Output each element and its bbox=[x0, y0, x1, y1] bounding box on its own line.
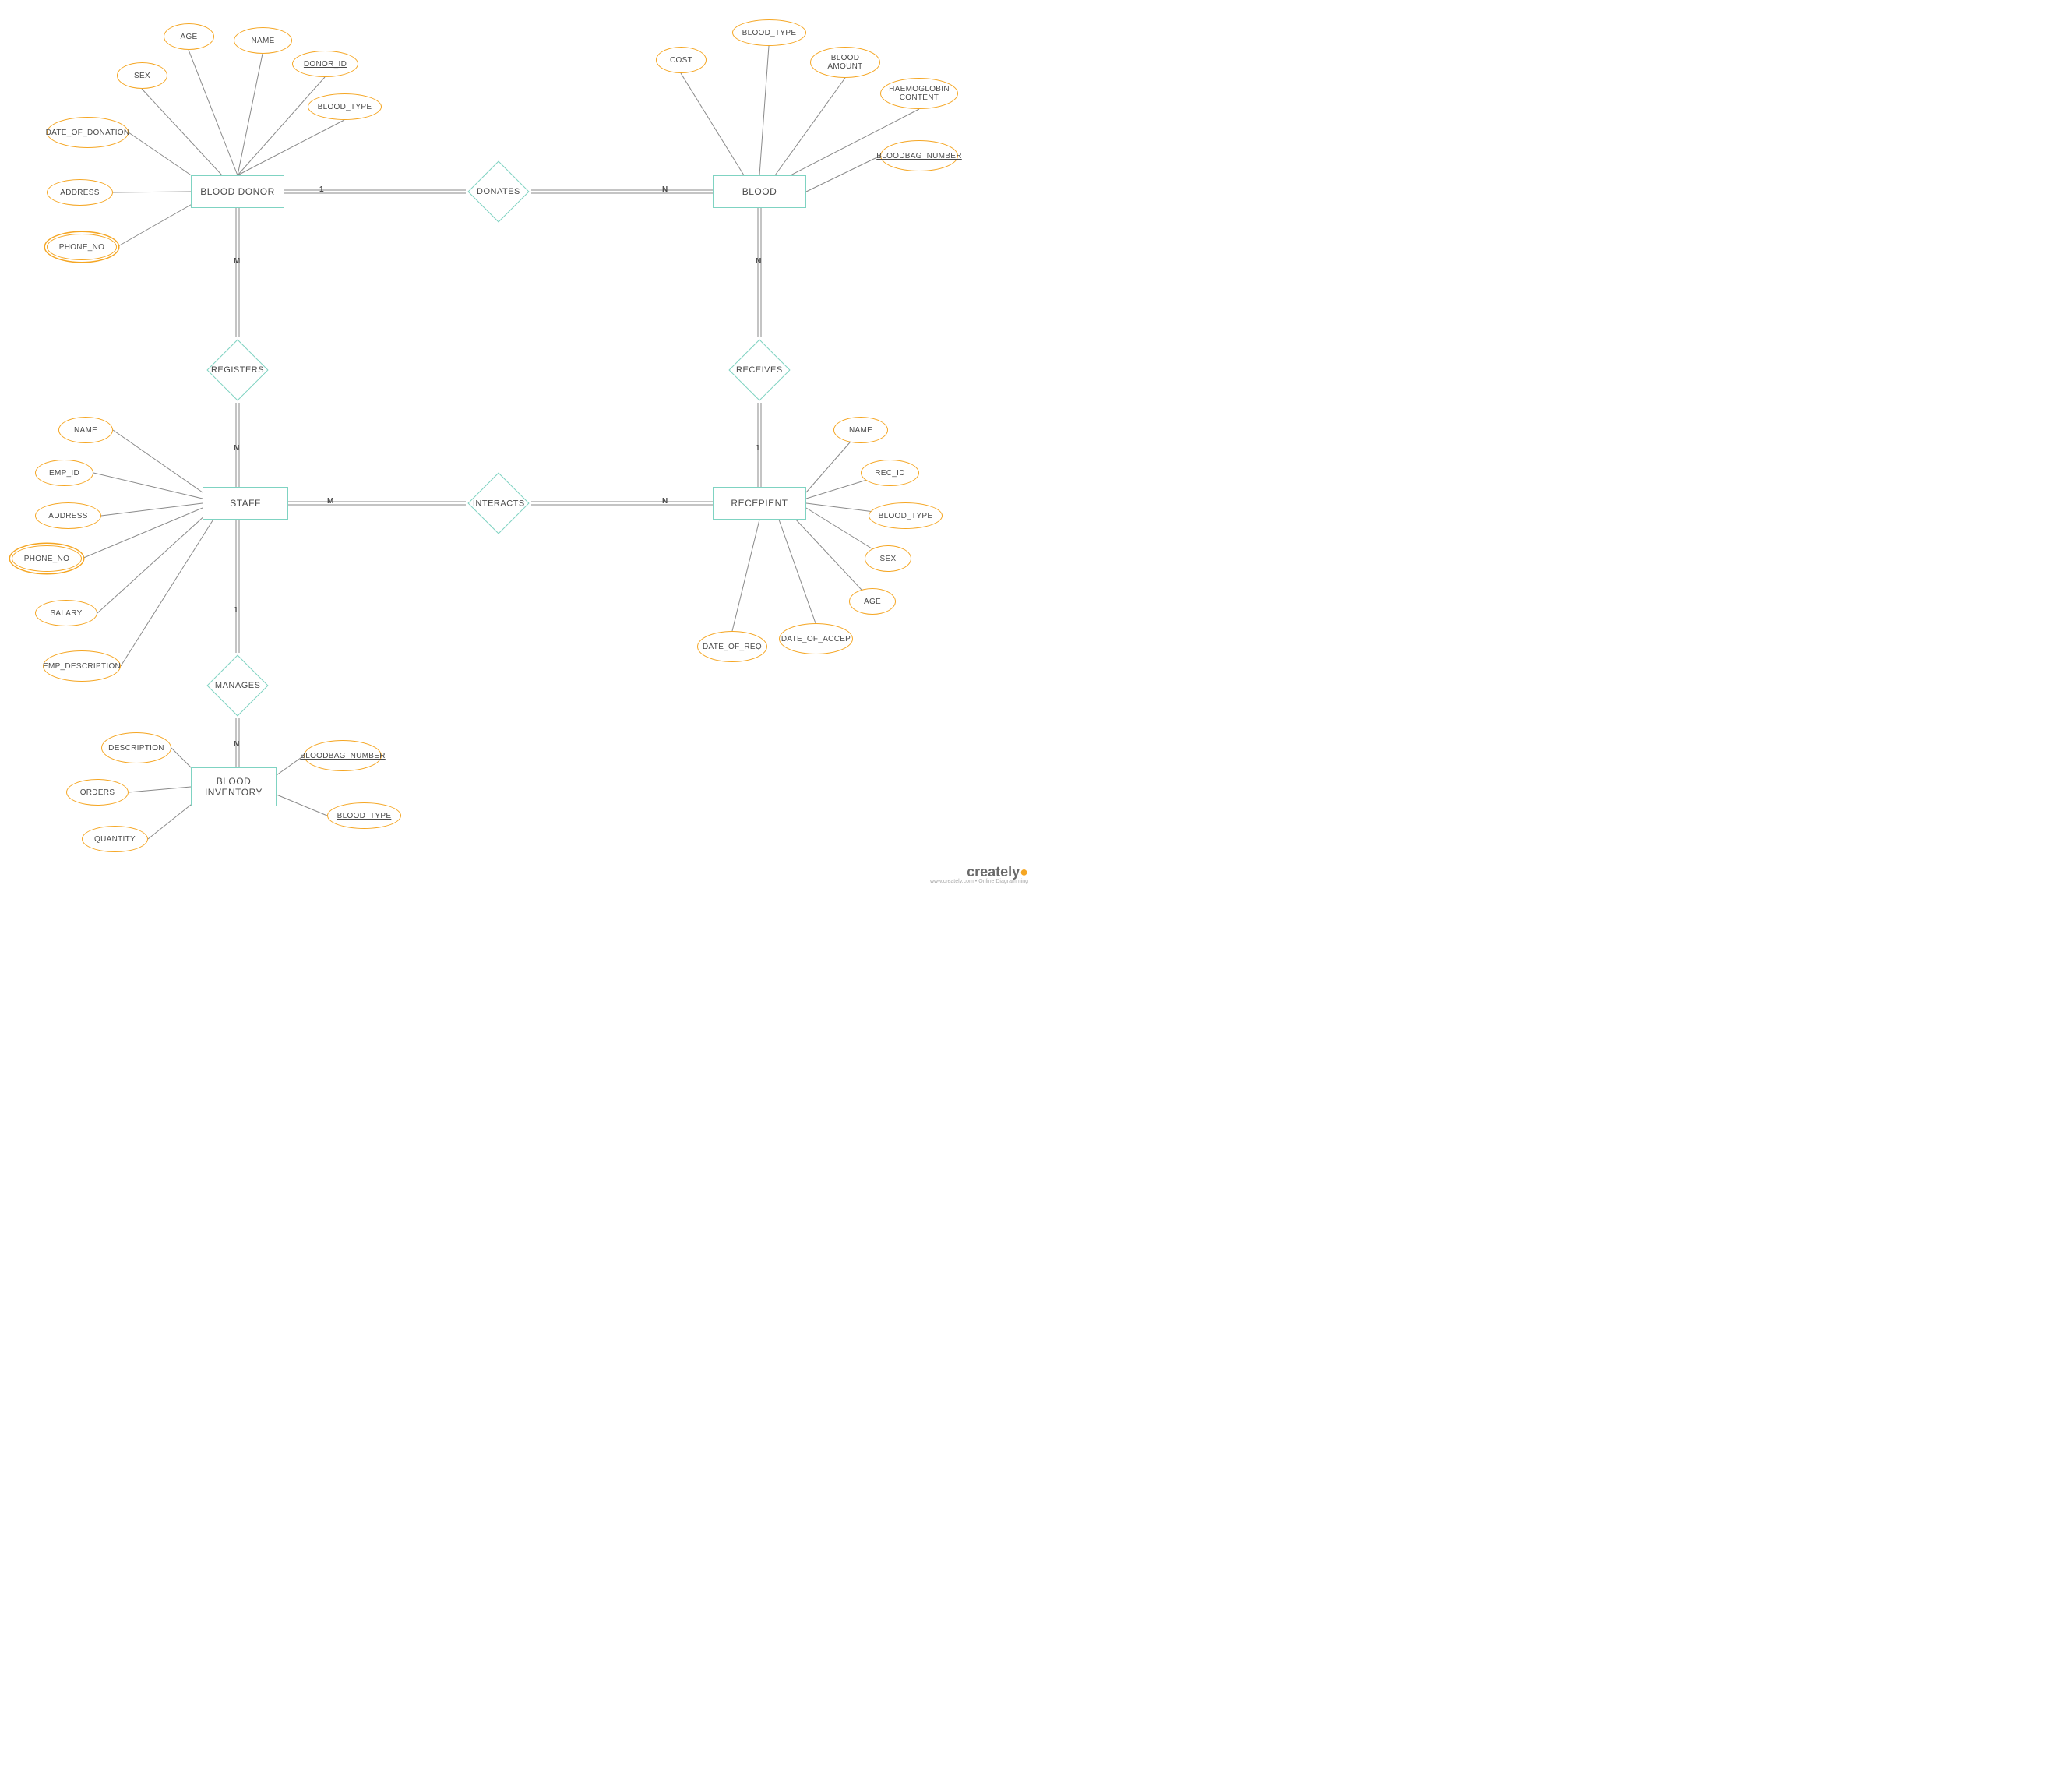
attr-recepient-2: BLOOD_TYPE bbox=[869, 502, 943, 529]
cardinality-3: N bbox=[234, 444, 239, 453]
attr-staff-2: ADDRESS bbox=[35, 502, 101, 529]
relation-manages: MANAGES bbox=[206, 654, 268, 716]
attr-staff-3: PHONE_NO bbox=[12, 545, 82, 572]
attr-donor-2: DONOR_ID bbox=[292, 51, 358, 77]
attr-staff-1: EMP_ID bbox=[35, 460, 93, 486]
relation-registers: REGISTERS bbox=[206, 339, 268, 400]
attr-blood-2: BLOOD AMOUNT bbox=[810, 47, 880, 78]
attr-donor-1: NAME bbox=[234, 27, 292, 54]
attr-recepient-4: AGE bbox=[849, 588, 896, 615]
attr-inventory-0: DESCRIPTION bbox=[101, 732, 171, 763]
entity-staff: STAFF bbox=[203, 487, 288, 520]
entity-recepient: RECEPIENT bbox=[713, 487, 806, 520]
attr-donor-7: PHONE_NO bbox=[47, 234, 117, 260]
cardinality-1: N bbox=[662, 185, 668, 194]
cardinality-5: 1 bbox=[756, 444, 760, 453]
attr-blood-3: HAEMOGLOBIN CONTENT bbox=[880, 78, 958, 109]
attr-donor-6: ADDRESS bbox=[47, 179, 113, 206]
attr-inventory-3: BLOODBAG_NUMBER bbox=[304, 740, 382, 771]
cardinality-6: M bbox=[327, 497, 333, 506]
relation-donates: DONATES bbox=[467, 160, 529, 222]
attr-recepient-3: SEX bbox=[865, 545, 911, 572]
attr-inventory-4: BLOOD_TYPE bbox=[327, 802, 401, 829]
entity-blood-inventory: BLOOD INVENTORY bbox=[191, 767, 277, 806]
attr-blood-1: BLOOD_TYPE bbox=[732, 19, 806, 46]
watermark-brand: creately bbox=[967, 864, 1020, 880]
attr-staff-0: NAME bbox=[58, 417, 113, 443]
attr-recepient-0: NAME bbox=[833, 417, 888, 443]
relation-receives: RECEIVES bbox=[728, 339, 790, 400]
cardinality-7: N bbox=[662, 497, 668, 506]
er-diagram-canvas: BLOOD DONOR BLOOD STAFF RECEPIENT BLOOD … bbox=[0, 0, 1036, 892]
attr-recepient-1: REC_ID bbox=[861, 460, 919, 486]
attr-blood-0: COST bbox=[656, 47, 707, 73]
attr-donor-4: SEX bbox=[117, 62, 167, 89]
watermark: creately● www.creately.com • Online Diag… bbox=[930, 865, 1028, 884]
attr-inventory-1: ORDERS bbox=[66, 779, 129, 806]
attr-donor-0: AGE bbox=[164, 23, 214, 50]
cardinality-4: N bbox=[756, 257, 761, 266]
attr-blood-4: BLOODBAG_NUMBER bbox=[880, 140, 958, 171]
attr-staff-5: EMP_DESCRIPTION bbox=[43, 650, 121, 682]
watermark-sub: www.creately.com • Online Diagramming bbox=[930, 879, 1028, 884]
relation-interacts: INTERACTS bbox=[467, 472, 529, 534]
attr-recepient-5: DATE_OF_ACCEP bbox=[779, 623, 853, 654]
cardinality-2: M bbox=[234, 257, 240, 266]
attr-inventory-2: QUANTITY bbox=[82, 826, 148, 852]
entity-blood: BLOOD bbox=[713, 175, 806, 208]
cardinality-8: 1 bbox=[234, 606, 238, 615]
cardinality-9: N bbox=[234, 740, 239, 749]
cardinality-0: 1 bbox=[319, 185, 324, 194]
attr-recepient-6: DATE_OF_REQ bbox=[697, 631, 767, 662]
attr-donor-3: BLOOD_TYPE bbox=[308, 93, 382, 120]
attr-donor-5: DATE_OF_DONATION bbox=[47, 117, 129, 148]
attr-staff-4: SALARY bbox=[35, 600, 97, 626]
entity-blood-donor: BLOOD DONOR bbox=[191, 175, 284, 208]
